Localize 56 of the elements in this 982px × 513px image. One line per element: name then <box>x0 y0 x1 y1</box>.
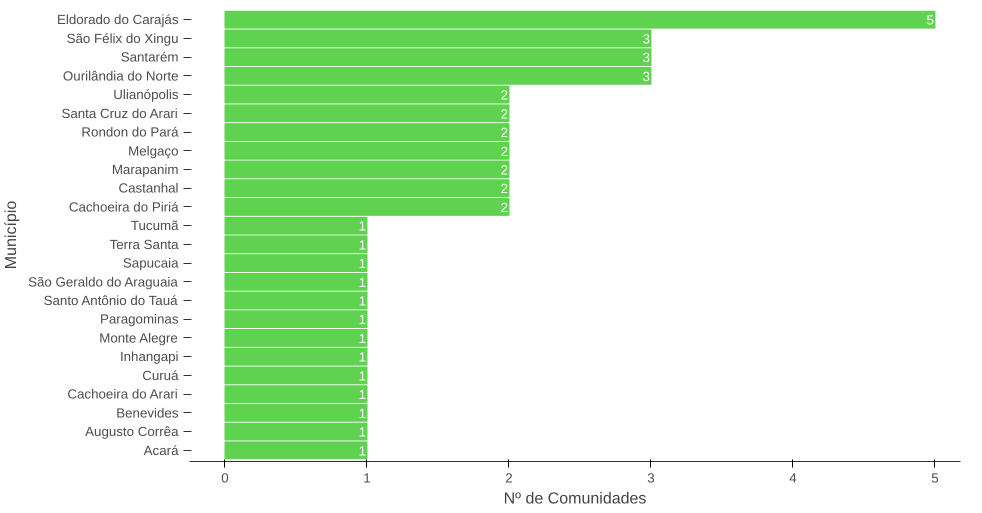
y-tick-label: Inhangapi <box>120 349 179 364</box>
y-tick-label: Augusto Corrêa <box>85 424 180 440</box>
data-label: 1 <box>358 368 366 384</box>
data-label: 2 <box>500 162 508 178</box>
y-tick-label: Acará <box>144 442 180 458</box>
data-label: 1 <box>358 387 366 402</box>
data-label: 2 <box>500 125 508 140</box>
y-tick-label: Ourilândia do Norte <box>62 68 179 84</box>
x-tick-label: 4 <box>789 470 798 486</box>
x-tick-label: 1 <box>363 470 371 486</box>
data-label: 1 <box>358 274 366 290</box>
data-label: 3 <box>642 50 650 66</box>
y-tick-label: Tucumã <box>130 218 180 234</box>
y-tick-label: Cachoeira do Piriá <box>68 199 180 214</box>
data-label: 1 <box>358 350 366 365</box>
data-label: 1 <box>358 256 366 272</box>
data-label: 2 <box>500 88 508 103</box>
y-tick-label: Terra Santa <box>110 236 180 252</box>
y-tick-label: São Félix do Xingu <box>66 30 179 46</box>
data-label: 5 <box>926 12 934 28</box>
data-label: 1 <box>358 294 366 309</box>
data-label: 3 <box>642 31 650 46</box>
x-tick-label: 2 <box>505 470 513 486</box>
y-tick-label: Rondon do Pará <box>81 124 180 140</box>
data-label: 1 <box>358 424 366 440</box>
data-label: 2 <box>500 200 508 215</box>
y-tick-label: Castanhal <box>118 180 179 196</box>
y-tick-label: Santo Antônio do Tauá <box>44 293 178 308</box>
data-label: 3 <box>642 68 650 84</box>
y-tick-label: Monte Alegre <box>99 330 178 346</box>
data-label: 2 <box>500 106 508 122</box>
x-tick-label: 5 <box>931 470 939 486</box>
y-tick-label: Eldorado do Carajás <box>56 12 179 28</box>
y-tick-label: Sapucaia <box>122 256 180 271</box>
data-label: 1 <box>358 330 366 346</box>
y-tick-label: Paragominas <box>100 312 179 327</box>
x-tick-label: 3 <box>647 470 655 486</box>
y-tick-label: Santarém <box>120 50 179 65</box>
y-tick-label: Benevides <box>116 405 179 420</box>
y-tick-label: Marapanim <box>112 162 179 177</box>
data-label: 1 <box>358 406 366 421</box>
y-tick-label: Cachoeira do Arari <box>67 386 178 402</box>
y-tick-label: Curuá <box>142 368 180 383</box>
data-label: 2 <box>500 181 508 196</box>
y-tick-label: Santa Cruz do Arari <box>61 106 178 121</box>
x-axis-title: Nº de Comunidades <box>504 490 646 508</box>
y-axis-title: Município <box>3 200 20 270</box>
data-label: 1 <box>358 443 366 458</box>
y-tick-label: São Geraldo do Araguaia <box>28 274 178 290</box>
data-label: 1 <box>358 218 366 234</box>
x-tick-label: 0 <box>221 470 229 486</box>
data-label: 1 <box>358 237 366 252</box>
y-tick-label: Melgaço <box>128 143 179 158</box>
data-label: 2 <box>500 144 508 159</box>
data-label: 1 <box>358 312 366 328</box>
y-tick-label: Ulianópolis <box>113 87 179 102</box>
